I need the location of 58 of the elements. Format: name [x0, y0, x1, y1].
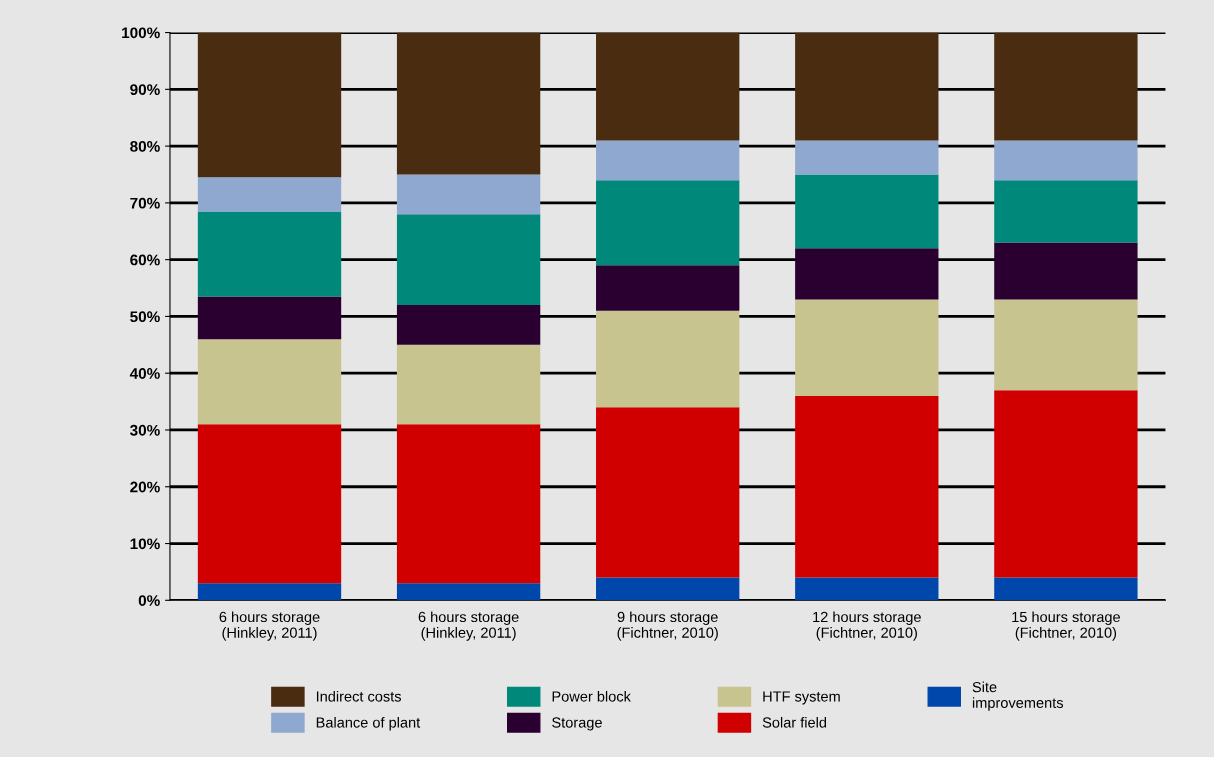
y-tick-label: 50%	[130, 311, 160, 323]
legend-label: Solar field	[762, 716, 827, 728]
bar	[396, 583, 541, 601]
bar	[795, 577, 939, 601]
bar	[396, 305, 541, 345]
x-tick-label: 9 hours storage (Fichtner, 2010)	[617, 611, 718, 641]
bar	[396, 424, 541, 584]
bar	[197, 583, 342, 601]
bar	[795, 174, 939, 249]
bar	[396, 214, 541, 306]
x-tick-label: 15 hours storage (Fichtner, 2010)	[1012, 611, 1120, 641]
bar	[994, 32, 1138, 141]
legend-label: Site improvements	[972, 681, 1064, 711]
bar	[396, 174, 541, 215]
bar	[396, 344, 541, 425]
y-tick-label: 20%	[130, 481, 160, 493]
bar	[994, 180, 1138, 243]
bar	[197, 32, 342, 178]
bar	[795, 140, 939, 175]
legend-label: HTF system	[763, 691, 840, 705]
bar	[197, 211, 342, 297]
bar	[795, 395, 939, 578]
y-tick-label: 10%	[130, 538, 160, 550]
legend-label: Indirect costs	[316, 690, 401, 702]
y-tick-label: 60%	[130, 254, 160, 266]
bar	[994, 242, 1138, 300]
y-tick-label: 40%	[129, 368, 160, 379]
bar	[596, 407, 740, 578]
bar	[596, 140, 740, 181]
bar	[795, 299, 939, 396]
bar	[994, 140, 1138, 181]
bar	[197, 339, 342, 425]
legend-label: Balance of plant	[316, 716, 421, 731]
x-tick-label: 6 hours storage (Hinkley, 2011)	[418, 611, 519, 641]
bar	[795, 32, 939, 141]
bar	[596, 265, 740, 311]
legend-label: Power block	[552, 690, 631, 702]
x-tick-label: 12 hours storage (Fichtner, 2010)	[813, 611, 921, 641]
bar	[795, 248, 939, 300]
bar	[596, 32, 740, 141]
bar	[994, 577, 1138, 601]
bar	[596, 310, 740, 408]
bar	[197, 296, 342, 340]
y-tick-label: 80%	[130, 140, 160, 152]
bar	[197, 177, 342, 212]
y-tick-label: 0%	[138, 595, 160, 606]
y-tick-label: 30%	[130, 424, 160, 436]
y-tick-label: 90%	[130, 84, 160, 96]
bar	[396, 32, 541, 175]
bar	[197, 424, 342, 584]
bar	[994, 299, 1138, 391]
y-tick-label: 70%	[130, 197, 160, 209]
bar	[596, 577, 740, 601]
bar	[596, 180, 740, 266]
y-tick-label: 100%	[122, 27, 160, 39]
bar	[994, 390, 1138, 578]
x-tick-label: 6 hours storage (Hinkley, 2011)	[219, 611, 320, 641]
legend-label: Storage	[552, 717, 602, 731]
